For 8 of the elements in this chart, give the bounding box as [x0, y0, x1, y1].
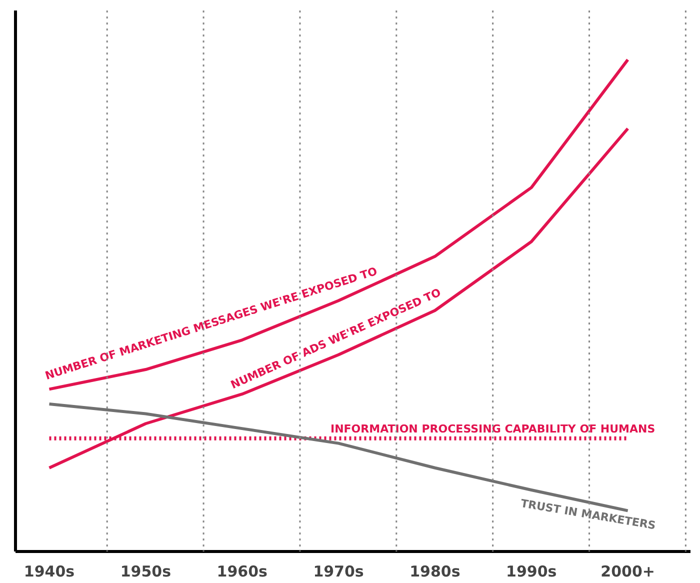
x-tick-label: 1990s: [506, 562, 557, 580]
x-tick-label: 1940s: [24, 562, 75, 580]
x-tick-label: 1970s: [313, 562, 364, 580]
x-tick-label: 1960s: [216, 562, 268, 580]
x-tick-label: 1950s: [120, 562, 172, 580]
x-tick-label: 2000+: [600, 562, 655, 580]
x-tick-label: 1980s: [410, 562, 460, 580]
series-label: INFORMATION PROCESSING CAPABILITY OF HUMANS: [330, 422, 656, 436]
